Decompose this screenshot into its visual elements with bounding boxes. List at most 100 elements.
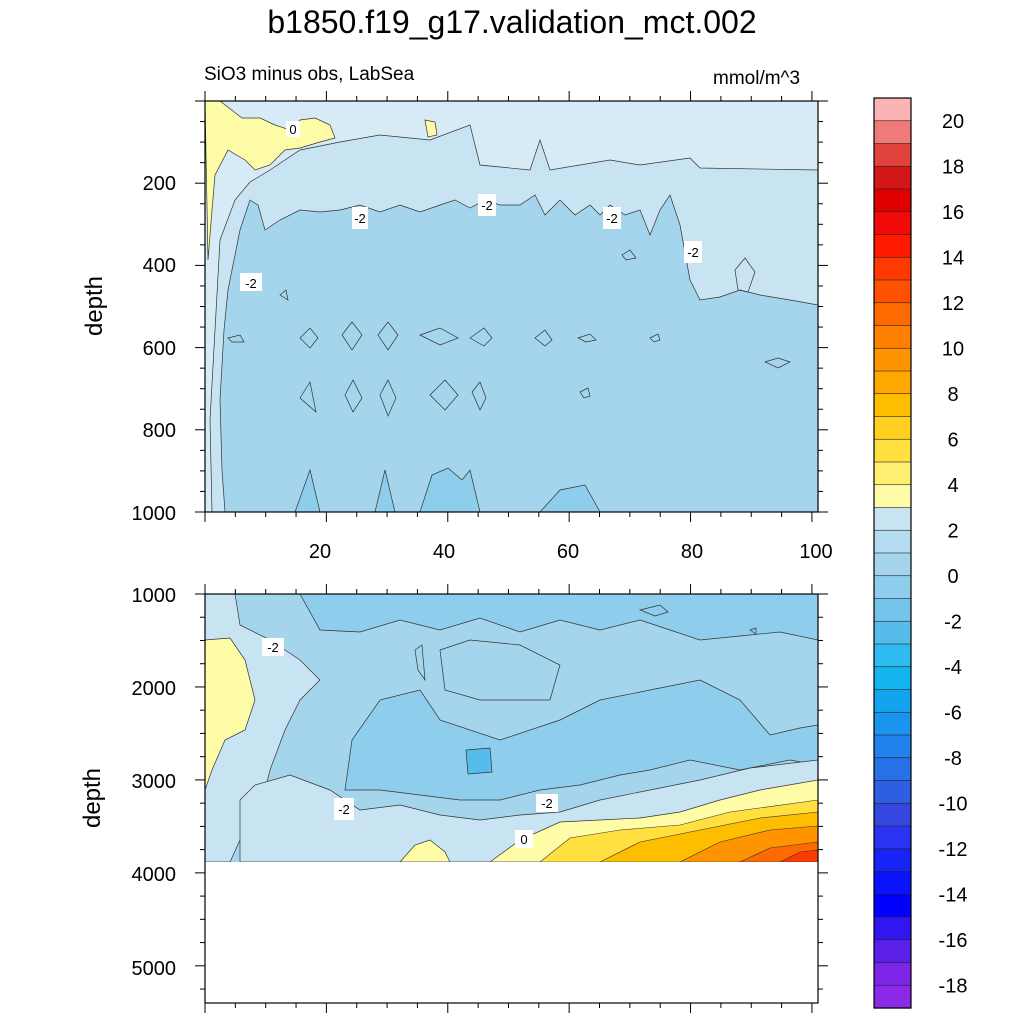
lower-panel: -2 -2 -2 0 1000 2000 3000 4000 5000 dept… bbox=[79, 584, 828, 1013]
colorbar-swatch bbox=[873, 279, 912, 304]
colorbar-swatch bbox=[873, 848, 912, 873]
colorbar-swatch bbox=[873, 211, 912, 236]
colorbar-swatch bbox=[873, 347, 912, 372]
colorbar-label: -14 bbox=[939, 884, 968, 906]
colorbar-swatch bbox=[873, 120, 912, 145]
upper-x-tick-100: 100 bbox=[799, 541, 832, 563]
colorbar-swatch bbox=[873, 143, 912, 167]
upper-positive-spot bbox=[424, 119, 438, 138]
colorbar-swatch bbox=[873, 598, 912, 622]
upper-deep-bump-4 bbox=[539, 484, 601, 512]
chart-title: b1850.f19_g17.validation_mct.002 bbox=[267, 4, 757, 40]
colorbar-swatch bbox=[873, 234, 912, 258]
colorbar-swatch bbox=[873, 97, 912, 122]
colorbar-swatch bbox=[873, 325, 912, 349]
colorbar-label: -10 bbox=[939, 793, 968, 815]
colorbar-label: 18 bbox=[942, 156, 964, 178]
upper-x-tick-labels: 20 40 60 80 100 bbox=[309, 541, 833, 563]
colorbar-label: -20 bbox=[939, 1021, 968, 1024]
colorbar-swatch bbox=[873, 507, 912, 531]
upper-panel: 0 -2 -2 -2 -2 -2 200 400 600 800 1000 20… bbox=[81, 91, 833, 563]
colorbar-swatch bbox=[873, 416, 912, 440]
colorbar-label: 20 bbox=[942, 111, 964, 133]
colorbar-swatch bbox=[873, 370, 912, 395]
lower-warm-5 bbox=[779, 849, 818, 862]
upper-axis-ticks bbox=[195, 91, 828, 522]
colorbar-swatch bbox=[873, 666, 912, 691]
colorbar-label: 2 bbox=[947, 520, 958, 542]
colorbar-swatch bbox=[873, 484, 912, 509]
upper-contour-labels: 0 -2 -2 -2 -2 -2 bbox=[245, 122, 699, 291]
colorbar-frame bbox=[873, 97, 912, 1009]
upper-contour-label-1: -2 bbox=[354, 211, 366, 226]
colorbar-label: 14 bbox=[942, 247, 964, 269]
units-label: mmol/m^3 bbox=[713, 68, 801, 89]
upper-y-axis-label: depth bbox=[81, 276, 108, 336]
colorbar-swatch bbox=[873, 939, 912, 964]
colorbar-label: 0 bbox=[947, 566, 958, 588]
lower-axis-ticks bbox=[195, 584, 828, 1013]
lower-y-tick-2000: 2000 bbox=[132, 678, 177, 700]
colorbar-label: -12 bbox=[939, 839, 968, 861]
upper-x-tick-60: 60 bbox=[557, 541, 579, 563]
lower-y-tick-4000: 4000 bbox=[132, 864, 177, 886]
upper-y-tick-800: 800 bbox=[143, 420, 176, 442]
upper-band-light bbox=[205, 101, 818, 512]
colorbar-swatch bbox=[873, 188, 912, 213]
lower-band-top-dark bbox=[299, 594, 818, 641]
upper-y-tick-200: 200 bbox=[143, 173, 176, 195]
colorbar-swatch bbox=[873, 529, 912, 554]
lower-y-tick-labels: 1000 2000 3000 4000 5000 bbox=[132, 585, 177, 980]
upper-contour-islands bbox=[227, 249, 791, 417]
colorbar-swatch bbox=[873, 711, 912, 736]
lower-positive-spot bbox=[399, 839, 451, 862]
colorbar-swatch bbox=[873, 438, 912, 463]
upper-x-tick-40: 40 bbox=[433, 541, 455, 563]
colorbar-swatch bbox=[873, 984, 912, 1009]
upper-y-tick-600: 600 bbox=[143, 338, 176, 360]
lower-band-mid bbox=[344, 679, 818, 801]
colorbar-label: 8 bbox=[947, 384, 958, 406]
colorbar-swatch bbox=[873, 302, 912, 327]
colorbar-label: 10 bbox=[942, 338, 964, 360]
colorbar-swatch bbox=[873, 802, 912, 827]
colorbar-swatch bbox=[873, 620, 912, 645]
colorbar-label: -4 bbox=[944, 657, 962, 679]
colorbar-label: 12 bbox=[942, 293, 964, 315]
colorbar-swatch bbox=[873, 393, 912, 418]
upper-contour-label-4: -2 bbox=[687, 245, 699, 260]
colorbar-label: 6 bbox=[947, 429, 958, 451]
lower-deep-spot bbox=[465, 747, 493, 775]
upper-contour-label-3: -2 bbox=[606, 211, 618, 226]
lower-y-tick-3000: 3000 bbox=[132, 771, 177, 793]
lower-y-tick-5000: 5000 bbox=[132, 958, 177, 980]
upper-contour-label-2: -2 bbox=[481, 198, 493, 213]
colorbar-label: -2 bbox=[944, 611, 962, 633]
lower-masked-area bbox=[205, 862, 818, 1003]
lower-contour-label-0: -2 bbox=[267, 640, 279, 655]
lower-positive-left bbox=[205, 637, 256, 791]
colorbar-label: 4 bbox=[947, 475, 958, 497]
colorbar-swatch bbox=[873, 575, 912, 600]
lower-y-axis-label: depth bbox=[79, 768, 106, 828]
colorbar-swatch bbox=[873, 461, 912, 486]
lower-contour-islands bbox=[414, 604, 757, 701]
upper-x-tick-80: 80 bbox=[681, 541, 703, 563]
chart-subtitle: SiO3 minus obs, LabSea bbox=[204, 64, 415, 85]
colorbar-swatch bbox=[873, 825, 912, 850]
colorbar-swatch bbox=[873, 643, 912, 668]
colorbar: 20181614121086420-2-4-6-8-10-12-14-16-18… bbox=[873, 97, 968, 1024]
colorbar-swatch bbox=[873, 893, 912, 918]
colorbar-swatch bbox=[873, 165, 912, 190]
colorbar-swatch bbox=[873, 962, 912, 986]
colorbar-swatch bbox=[873, 871, 912, 895]
colorbar-label: -16 bbox=[939, 930, 968, 952]
colorbar-label: -18 bbox=[939, 975, 968, 997]
colorbar-swatch bbox=[873, 757, 912, 782]
upper-deep-bump-2 bbox=[374, 469, 396, 512]
lower-contour-labels: -2 -2 -2 0 bbox=[267, 640, 553, 847]
lower-contour-label-2: -2 bbox=[541, 796, 553, 811]
colorbar-swatch bbox=[873, 256, 912, 281]
lower-contour-label-bgs bbox=[262, 638, 558, 848]
